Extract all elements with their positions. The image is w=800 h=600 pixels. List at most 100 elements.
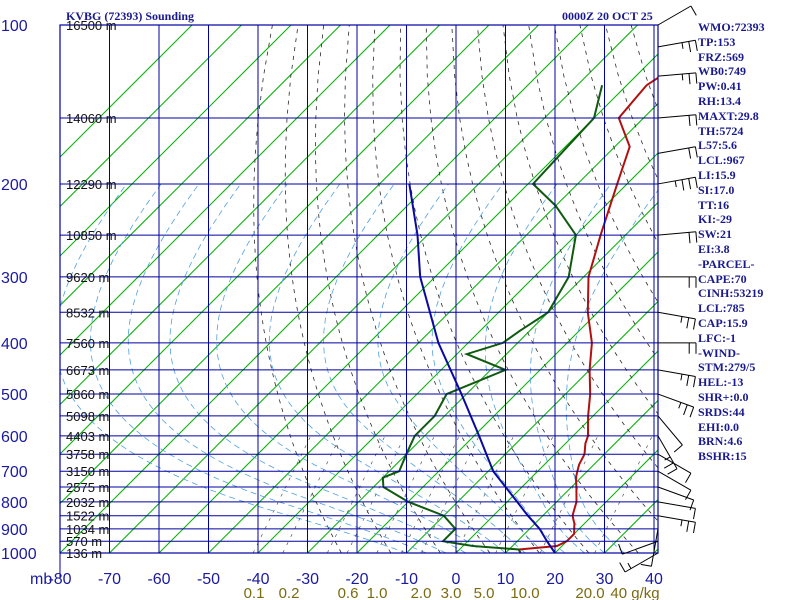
frame-layer	[59, 24, 659, 578]
height-label: 1522 m	[66, 509, 109, 524]
index-item: CAPE:70	[698, 271, 747, 286]
index-item: LCL:785	[698, 301, 745, 316]
wind-barb	[657, 486, 695, 511]
y-tick-label: 700	[1, 464, 28, 481]
mixing-ratio-label: 20.0	[575, 585, 604, 600]
wind-barb	[657, 72, 698, 85]
mixing-ratio-label: 1.0	[367, 585, 388, 600]
chart-title: KVBG (72393) Sounding	[66, 9, 194, 23]
isotherm-line	[60, 25, 391, 356]
wind-barb	[657, 311, 696, 330]
height-label: 7560 m	[66, 336, 109, 351]
index-item: -PARCEL-	[698, 256, 755, 271]
isotherm-line	[60, 25, 539, 505]
wind-barb	[657, 415, 683, 453]
isotherm-line	[60, 25, 589, 553]
isotherm-line	[109, 25, 638, 553]
isotherm-line	[60, 25, 242, 208]
mixing-ratio-line	[376, 435, 435, 553]
index-item: TP:153	[698, 34, 736, 49]
x-tick-label: -50	[197, 571, 220, 588]
index-item: SRDS:44	[698, 404, 745, 419]
index-item: EI:3.8	[698, 241, 730, 256]
wind-barb	[657, 342, 697, 354]
height-label: 12290 m	[66, 177, 117, 192]
isotherm-line	[60, 25, 292, 257]
isotherm-line	[455, 350, 658, 553]
mixing-ratio-line	[421, 435, 480, 553]
wind-barb	[657, 515, 696, 534]
moist-adiabat-line	[89, 183, 427, 553]
wind-barb	[640, 528, 659, 567]
y-tick-label: 800	[1, 495, 28, 512]
index-item: LCL:967	[698, 153, 745, 168]
wind-barb	[657, 231, 698, 244]
isotherm-line	[60, 25, 341, 307]
wind-barb	[657, 369, 696, 388]
index-item: PW:0.41	[698, 79, 742, 94]
height-label: 3150 m	[66, 464, 109, 479]
isotherm-line	[554, 449, 658, 553]
index-item: CAP:15.9	[698, 315, 748, 330]
height-label: 16500 m	[66, 18, 117, 33]
index-item: -WIND-	[698, 345, 740, 360]
height-label: 4403 m	[66, 429, 109, 444]
isotherm-line	[60, 25, 440, 406]
isotherm-line	[60, 25, 490, 455]
isotherm-line	[505, 399, 658, 553]
index-item: BRN:4.6	[698, 434, 743, 449]
x-tick-label: -10	[395, 571, 418, 588]
wind-barb	[657, 393, 695, 418]
index-item: HEL:-13	[698, 375, 744, 390]
index-item: FRZ:569	[698, 49, 744, 64]
wind-barb	[618, 540, 659, 555]
isotherm-line	[257, 152, 658, 553]
index-item: CINH:53219	[698, 286, 764, 301]
mixing-ratio-line	[594, 435, 653, 553]
index-item: LFC:-1	[698, 330, 736, 345]
x-tick-label: -60	[147, 571, 170, 588]
y-tick-label: 300	[1, 270, 28, 287]
index-item: TT:16	[698, 197, 730, 212]
series-parcel-line	[408, 183, 556, 553]
y-tick-label: 600	[1, 429, 28, 446]
height-label: 2032 m	[66, 495, 109, 510]
y-tick-label: 100	[1, 18, 28, 35]
index-item: EHI:0.0	[698, 419, 740, 434]
x-tick-label: -30	[296, 571, 319, 588]
mixing-ratio-label: 40 g/kg	[610, 585, 659, 600]
y-tick-label: 400	[1, 336, 28, 353]
sounding-indices-panel: WMO:72393 TP:153 FRZ:569 WB0:749 PW:0.41 RH:1…	[698, 20, 798, 464]
x-tick-label: 40	[645, 571, 663, 588]
mixing-ratio-label: 0.2	[279, 585, 300, 600]
mixing-ratio-line	[539, 435, 599, 553]
index-item: LI:15.9	[698, 167, 736, 182]
index-item: TH:5724	[698, 123, 744, 138]
mixing-ratio-line	[401, 435, 460, 553]
y-tick-label: 900	[1, 522, 28, 539]
mixing-ratio-label: 10.0	[510, 585, 539, 600]
height-label: 10850 m	[66, 228, 117, 243]
height-label: 5098 m	[66, 409, 109, 424]
mixing-ratio-label: 5.0	[474, 585, 495, 600]
y-tick-label: 1000	[1, 546, 37, 563]
wind-barb	[657, 470, 692, 500]
x-tick-label: -70	[98, 571, 121, 588]
index-item: L57:5.6	[698, 138, 737, 153]
wind-barb	[657, 39, 698, 53]
index-item: MAXT:29.8	[698, 108, 759, 123]
height-label: 3758 m	[66, 447, 109, 462]
moist-adiabat-line	[216, 183, 486, 553]
isotherm-line	[356, 251, 658, 553]
wind-barb	[657, 146, 698, 159]
wind-barb-layer	[618, 5, 698, 573]
x-tick-label: -40	[246, 571, 269, 588]
isotherm-line	[60, 25, 193, 158]
x-tick-label: 10	[497, 571, 515, 588]
y-axis-unit: mb	[30, 571, 52, 588]
index-item: SHR+:0.0	[698, 389, 749, 404]
height-label: 14060 m	[66, 111, 117, 126]
mixing-ratio-line	[282, 435, 341, 553]
